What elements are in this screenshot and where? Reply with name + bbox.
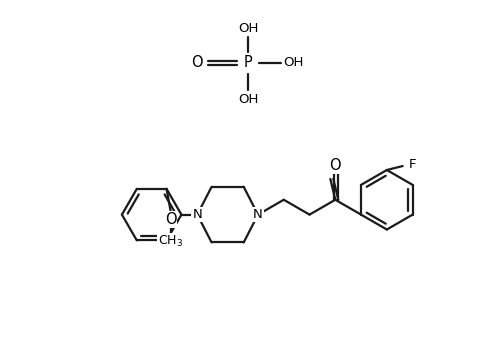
Text: O: O	[191, 55, 203, 70]
Text: N: N	[192, 208, 202, 221]
Text: F: F	[409, 157, 416, 171]
Text: CH$_3$: CH$_3$	[158, 234, 183, 249]
Text: O: O	[164, 212, 176, 227]
Text: O: O	[329, 157, 341, 172]
Text: N: N	[253, 208, 263, 221]
Text: OH: OH	[283, 56, 304, 69]
Text: P: P	[244, 55, 252, 70]
Text: OH: OH	[238, 93, 258, 106]
Text: OH: OH	[238, 22, 258, 35]
